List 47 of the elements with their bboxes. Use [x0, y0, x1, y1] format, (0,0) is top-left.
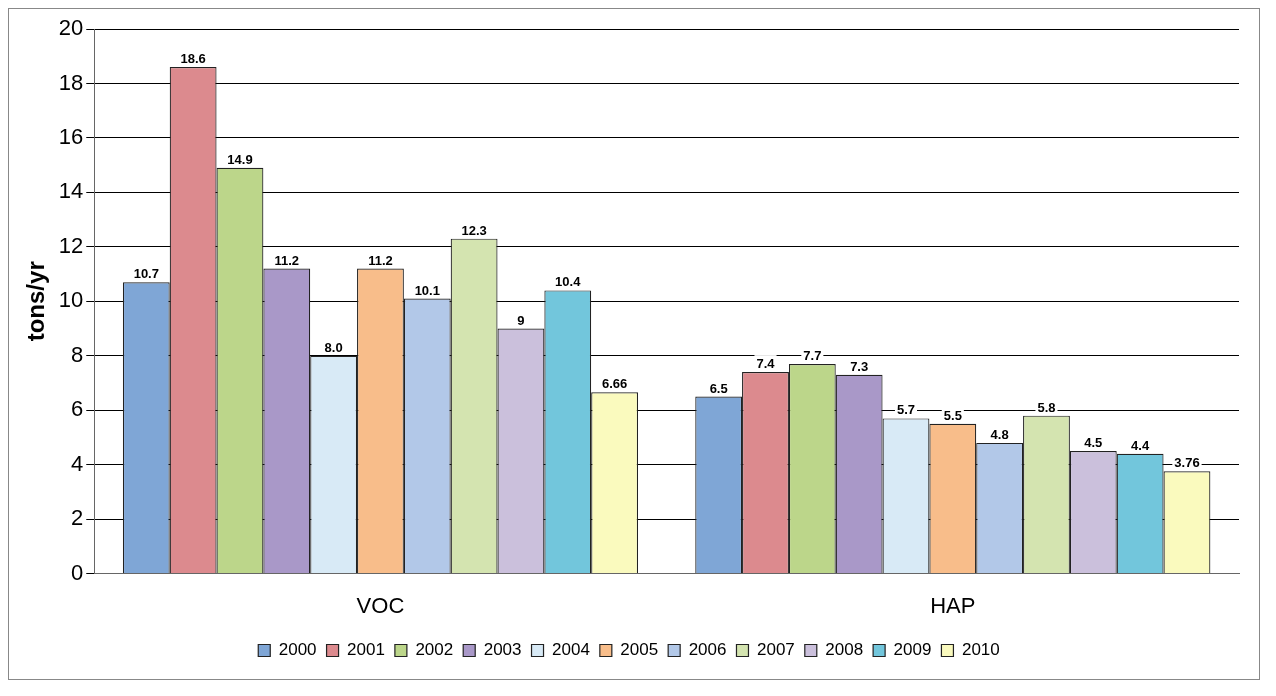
legend-label: 2002	[415, 640, 454, 660]
y-tick-label: 6	[71, 396, 84, 422]
y-tick-label: 4	[71, 450, 84, 476]
legend-label: 2010	[961, 640, 1000, 660]
data-label: 7.7	[803, 348, 822, 364]
data-label: 5.8	[1037, 399, 1056, 415]
data-label: 4.8	[990, 426, 1009, 442]
legend-label: 2008	[825, 640, 864, 660]
y-tick-label: 8	[71, 341, 84, 367]
y-axis-title: tons/yr	[22, 261, 50, 342]
data-label: 10.1	[414, 282, 440, 298]
data-label: 6.5	[709, 380, 728, 396]
data-label: 8.0	[324, 339, 343, 355]
data-label: 6.66	[601, 376, 628, 392]
data-label: 7.3	[850, 358, 869, 374]
y-tick-label: 16	[58, 123, 84, 149]
y-tick-label: 12	[58, 232, 84, 258]
y-tick-label: 10	[58, 287, 84, 313]
data-label: 10.4	[555, 274, 582, 290]
data-label: 4.5	[1084, 435, 1103, 451]
data-label: 18.6	[180, 51, 206, 67]
legend-label: 2000	[278, 640, 317, 660]
legend-label: 2007	[756, 640, 795, 660]
y-tick-label: 0	[71, 559, 84, 585]
data-label: 11.2	[274, 252, 300, 268]
y-tick-label: 20	[58, 15, 84, 41]
y-tick-label: 2	[71, 505, 84, 531]
data-label: 10.7	[133, 266, 159, 282]
y-tick-label: 18	[58, 69, 84, 95]
legend-label: 2004	[552, 640, 590, 660]
data-label: 12.3	[461, 222, 487, 238]
legend-label: 2005	[620, 640, 659, 660]
data-label: 3.76	[1174, 455, 1200, 471]
data-label: 9	[517, 312, 525, 328]
y-tick-label: 14	[58, 178, 84, 204]
x-tick-label: HAP	[930, 592, 976, 618]
legend-label: 2001	[347, 640, 385, 660]
data-label: 14.9	[227, 151, 253, 167]
data-label: 7.4	[756, 356, 776, 372]
data-label: 11.2	[368, 252, 393, 268]
legend-label: 2006	[688, 640, 727, 660]
legend-label: 2003	[483, 640, 522, 660]
data-label: 4.4	[1131, 437, 1150, 453]
x-tick-label: VOC	[356, 592, 405, 618]
legend-label: 2009	[893, 640, 932, 660]
data-label: 5.7	[896, 402, 916, 418]
data-label: 5.5	[943, 407, 962, 423]
